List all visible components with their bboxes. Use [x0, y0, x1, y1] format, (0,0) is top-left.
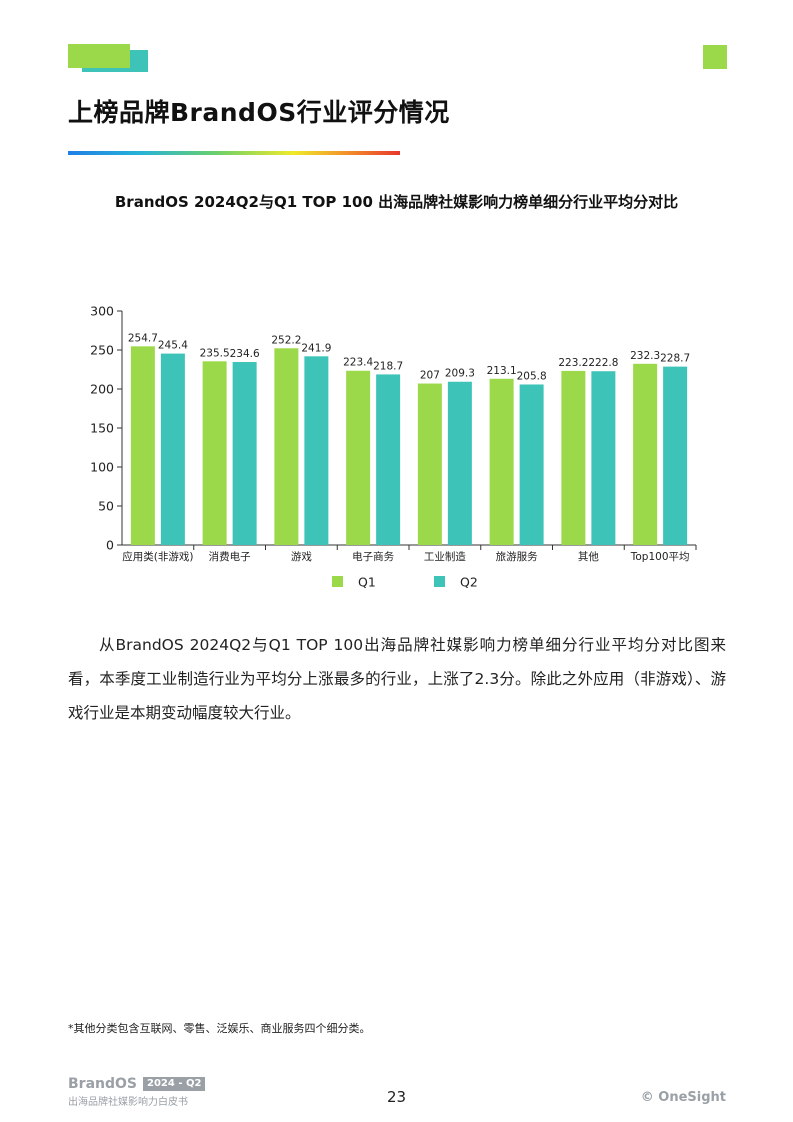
bar-q2	[591, 371, 616, 545]
footer-brand: BrandOS 2024 - Q2	[68, 1076, 206, 1092]
page-number: 23	[386, 1088, 407, 1106]
data-label: 223.4	[343, 357, 373, 369]
y-tick-label: 50	[98, 499, 114, 514]
data-label: 245.4	[158, 340, 188, 352]
x-tick-label: 应用类(非游戏)	[122, 550, 193, 563]
data-label: 218.7	[373, 360, 403, 372]
data-label: 235.5	[200, 347, 230, 359]
y-tick-label: 200	[90, 382, 114, 397]
chart-title: BrandOS 2024Q2与Q1 TOP 100 出海品牌社媒影响力榜单细分行…	[114, 193, 679, 211]
data-label: 205.8	[517, 370, 547, 382]
x-tick-label: Top100平均	[630, 551, 690, 563]
footer-edition-badge: 2024 - Q2	[143, 1077, 206, 1091]
data-label: 234.6	[230, 348, 260, 360]
bar-q2	[447, 381, 472, 545]
data-label: 254.7	[128, 332, 158, 344]
title-gradient-rule	[68, 151, 400, 155]
footer-copyright: © OneSight	[640, 1090, 726, 1105]
legend-label-q1: Q1	[358, 575, 376, 590]
footer-brand-name: BrandOS	[68, 1076, 137, 1092]
x-tick-label: 游戏	[291, 550, 312, 563]
bar-q2	[519, 384, 544, 545]
data-label: 252.2	[271, 334, 301, 346]
legend-swatch-q2	[434, 576, 445, 587]
bar-q1	[633, 363, 658, 545]
bar-q1	[346, 370, 371, 545]
x-tick-label: 其他	[578, 550, 599, 563]
bar-q1	[417, 383, 442, 545]
bar-q1	[489, 378, 514, 545]
bar-q1	[202, 361, 227, 545]
bar-q1	[274, 348, 299, 545]
data-label: 209.3	[445, 368, 475, 380]
bar-q2	[376, 374, 401, 545]
bar-q1	[561, 370, 586, 545]
y-tick-label: 300	[90, 304, 114, 319]
data-label: 222.8	[588, 357, 618, 369]
legend-label-q2: Q2	[460, 575, 478, 590]
body-text: 从BrandOS 2024Q2与Q1 TOP 100出海品牌社媒影响力榜单细分行…	[68, 628, 726, 730]
y-tick-label: 100	[90, 460, 114, 475]
header-decoration-square	[703, 45, 727, 69]
data-label: 228.7	[660, 353, 690, 365]
y-tick-label: 0	[106, 538, 114, 553]
data-label: 223.2	[558, 357, 588, 369]
x-tick-label: 消费电子	[209, 550, 251, 563]
body-paragraph: 从BrandOS 2024Q2与Q1 TOP 100出海品牌社媒影响力榜单细分行…	[68, 636, 726, 722]
data-label: 207	[420, 370, 440, 382]
data-label: 232.3	[630, 350, 660, 362]
bar-q2	[160, 353, 185, 545]
data-label: 241.9	[301, 342, 331, 354]
bar-q2	[304, 356, 329, 545]
footnote: *其他分类包含互联网、零售、泛娱乐、商业服务四个细分类。	[68, 1022, 371, 1035]
data-label: 213.1	[487, 365, 517, 377]
x-tick-label: 电子商务	[352, 550, 394, 563]
y-tick-label: 250	[90, 343, 114, 358]
bar-q2	[663, 366, 688, 545]
bar-q2	[232, 362, 257, 545]
footer-subtitle: 出海品牌社媒影响力白皮书	[68, 1097, 188, 1108]
page-title: 上榜品牌BrandOS行业评分情况	[68, 98, 450, 127]
y-tick-label: 150	[90, 421, 114, 436]
x-tick-label: 旅游服务	[496, 550, 538, 563]
x-tick-label: 工业制造	[424, 550, 466, 563]
bar-q1	[130, 346, 155, 545]
legend-swatch-q1	[332, 576, 343, 587]
header-decoration-green	[68, 44, 130, 68]
